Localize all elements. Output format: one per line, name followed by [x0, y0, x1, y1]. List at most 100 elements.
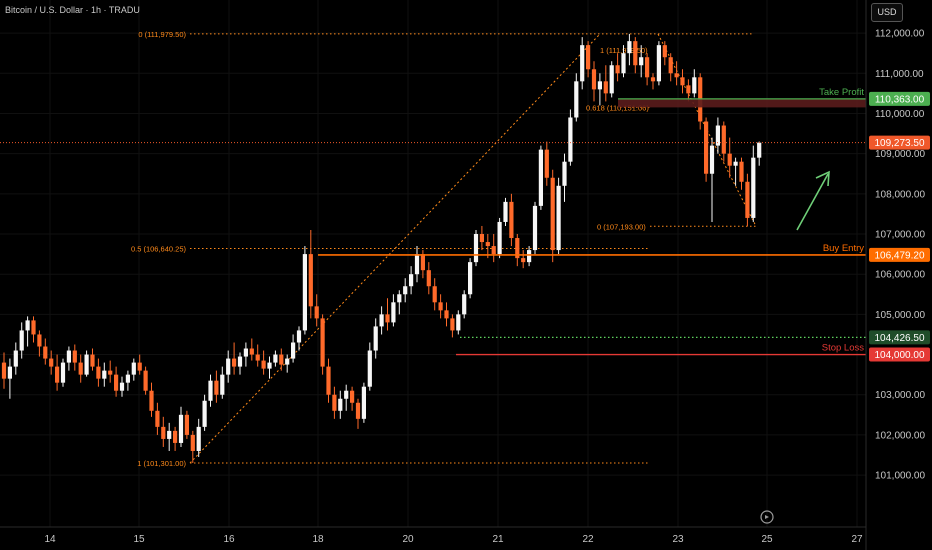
candle-body [49, 358, 54, 367]
candle-body [308, 254, 313, 307]
candle-body [320, 318, 325, 367]
candle-body [650, 77, 656, 82]
x-tick-label: 14 [44, 534, 56, 545]
candle-body [332, 394, 337, 411]
candle-body [190, 434, 195, 451]
candle-body [591, 69, 597, 90]
candle-body [479, 234, 484, 243]
candle-body [31, 320, 36, 335]
candle-body [285, 358, 290, 365]
candle-body [674, 73, 679, 78]
candle-body [202, 400, 207, 427]
candle-body [291, 342, 296, 359]
candle-body [532, 205, 538, 251]
candle-body [397, 294, 402, 303]
candle-body [326, 366, 331, 395]
candle-body [243, 348, 248, 357]
x-tick-label: 16 [223, 534, 235, 545]
x-tick-label: 25 [761, 534, 773, 545]
x-tick-label: 15 [133, 534, 145, 545]
candle-body [19, 330, 24, 351]
price-badges: 110,363.00 106,479.20 104,000.00 104,426.50… [869, 91, 930, 362]
candle-body [662, 45, 667, 58]
y-tick-label: 106,000.00 [875, 270, 925, 281]
candle-body [232, 358, 237, 367]
candle-body [680, 77, 685, 86]
candle-body [13, 350, 18, 367]
candle-body [751, 157, 756, 218]
x-tick-label: 27 [851, 534, 863, 545]
candle-body [403, 286, 408, 295]
candle-body [373, 326, 378, 351]
candle-body [709, 145, 715, 174]
candle-body [367, 350, 372, 387]
x-tick-label: 23 [672, 534, 684, 545]
trade-level-badge [869, 347, 930, 362]
candle-body [509, 201, 514, 239]
candle-body [249, 348, 254, 355]
replay-icon[interactable] [760, 510, 774, 524]
trend-arrow [796, 170, 830, 231]
candle-body [108, 370, 113, 375]
take-profit-zone [618, 98, 866, 108]
candle-body [521, 258, 526, 263]
candle-body [302, 254, 307, 331]
y-tick-label: 105,000.00 [875, 310, 925, 321]
y-tick-label: 108,000.00 [875, 189, 925, 200]
candle-body [527, 250, 532, 263]
candle-body [456, 314, 461, 331]
trade-level-badge [869, 247, 930, 262]
candle-body [55, 366, 60, 383]
candle-body [704, 121, 709, 174]
candle-body [137, 362, 142, 371]
trade-levels: Take Profit Buy Entry Stop Loss [0, 87, 866, 356]
current-price-label: 109,273.50 [874, 138, 924, 149]
trade-level-name: Stop Loss [822, 343, 864, 354]
candle-body [338, 398, 343, 411]
candle-body [344, 390, 349, 399]
candle-body [296, 330, 302, 343]
x-tick-label: 22 [582, 534, 594, 545]
candle-body [485, 242, 490, 247]
candle-body [196, 426, 201, 451]
candle-body [43, 346, 48, 359]
time-axis[interactable]: 14 15 16 18 20 21 22 23 25 27 [44, 534, 863, 545]
candle-body [727, 153, 732, 166]
candle-body [414, 254, 420, 275]
candle-body [686, 85, 691, 94]
candle-body [161, 426, 166, 439]
support-price-badge [869, 330, 930, 345]
candle-body [84, 354, 89, 375]
y-tick-label: 112,000.00 [875, 29, 925, 40]
current-price-badge [869, 135, 930, 150]
candle-body [155, 410, 160, 427]
candle-body [615, 65, 620, 74]
trade-level-price: 104,000.00 [874, 350, 924, 361]
trade-level-name: Take Profit [819, 87, 864, 98]
candle-body [621, 53, 626, 74]
candle-body [574, 81, 579, 118]
candle-body [515, 238, 520, 259]
candle-body [745, 181, 750, 218]
fib-level-label: 1 (101,301.00) [137, 459, 186, 468]
candle-body [314, 306, 319, 319]
currency-selector[interactable]: USD [871, 3, 903, 22]
trade-level-price: 110,363.00 [875, 94, 925, 105]
candle-body [96, 366, 101, 379]
candle-body [462, 294, 467, 315]
candle-body [473, 234, 479, 263]
candle-body [279, 354, 284, 365]
fib-level-label: 0 (111,979.50) [138, 30, 186, 39]
y-tick-label: 102,000.00 [875, 430, 925, 441]
candle-body [426, 270, 431, 287]
candle-body [556, 185, 561, 251]
candle-body [668, 57, 673, 74]
candle-body [178, 414, 184, 443]
y-tick-label: 110,000.00 [875, 109, 925, 120]
candle-body [78, 362, 83, 375]
candle-body [37, 334, 42, 347]
candle-body [438, 302, 443, 311]
candle-body [715, 125, 720, 146]
candle-body [350, 390, 355, 403]
